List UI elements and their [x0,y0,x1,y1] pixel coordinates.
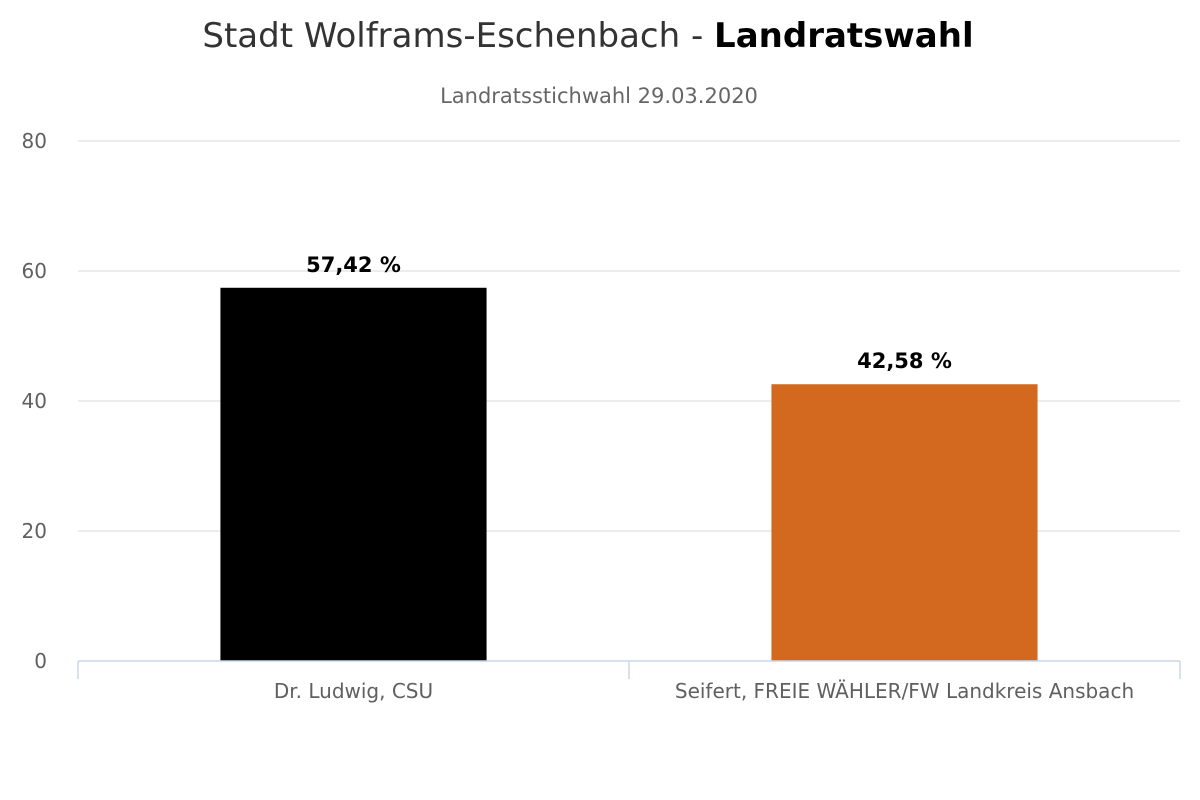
chart-title-normal: Stadt Wolframs-Eschenbach - [202,16,714,56]
x-axis: Dr. Ludwig, CSU Seifert, FREIE WÄHLER/FW … [78,661,1180,703]
y-tick-label: 0 [34,649,47,673]
chart-subtitle: Landratsstichwahl 29.03.2020 [440,84,758,108]
bar [220,288,486,661]
y-tick-label: 60 [22,259,47,283]
chart-title: Stadt Wolframs-Eschenbach - Landratswahl [202,16,973,56]
y-axis: 0 20 40 60 80 [22,129,47,673]
chart-title-bold: Landratswahl [714,16,974,56]
bar [771,384,1037,661]
bars [220,288,1037,661]
data-label: 57,42 % [306,253,401,277]
data-label: 42,58 % [857,349,952,373]
y-tick-label: 80 [22,129,47,153]
x-category-label: Dr. Ludwig, CSU [274,679,433,703]
y-tick-label: 20 [22,519,47,543]
y-tick-label: 40 [22,389,47,413]
x-category-label: Seifert, FREIE WÄHLER/FW Landkreis Ansba… [675,679,1134,703]
